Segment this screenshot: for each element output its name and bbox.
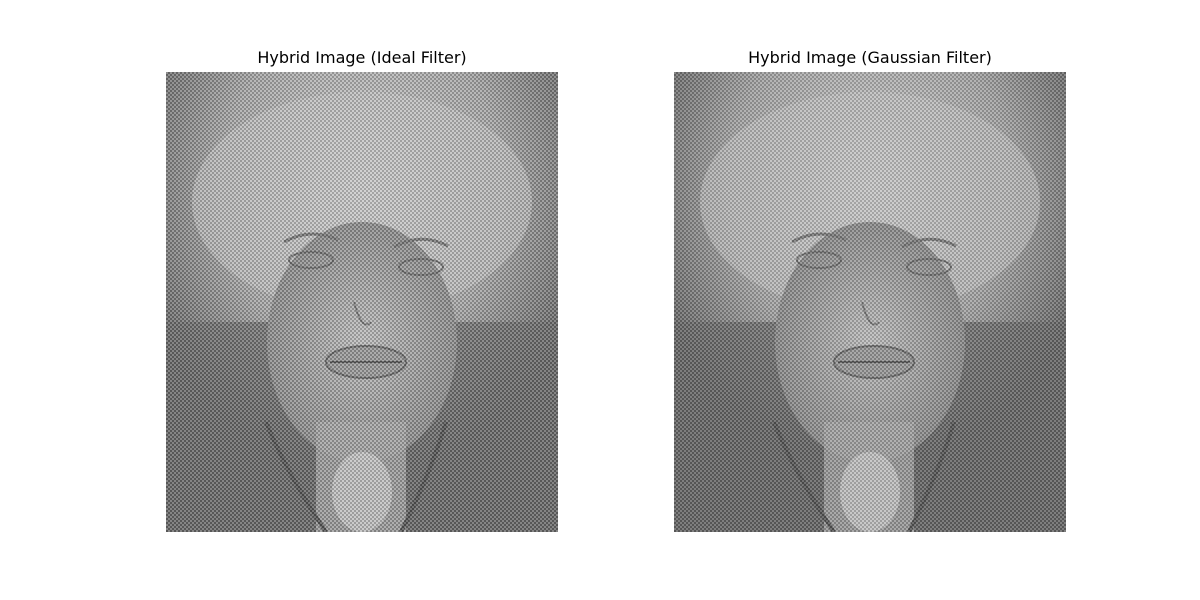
face-illustration bbox=[166, 72, 558, 532]
panel-title-gaussian: Hybrid Image (Gaussian Filter) bbox=[748, 48, 992, 67]
panel-title-ideal: Hybrid Image (Ideal Filter) bbox=[257, 48, 467, 67]
face-illustration bbox=[674, 72, 1066, 532]
panel-ideal: Hybrid Image (Ideal Filter) bbox=[166, 46, 558, 534]
hybrid-image-ideal bbox=[166, 72, 558, 532]
hybrid-image-gaussian bbox=[674, 72, 1066, 532]
panel-gaussian: Hybrid Image (Gaussian Filter) bbox=[674, 46, 1066, 534]
